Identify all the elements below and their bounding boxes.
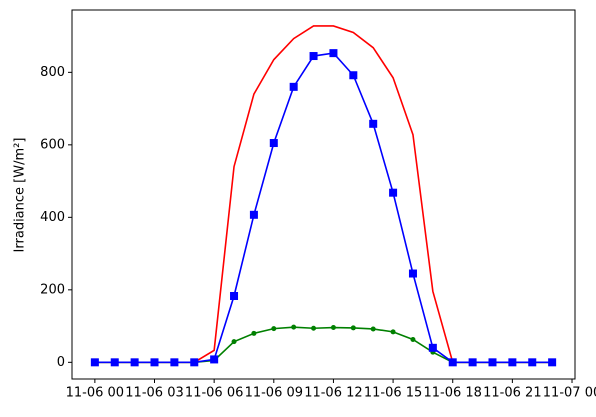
marker (508, 358, 517, 367)
marker (90, 358, 99, 367)
y-axis-label: Irradiance [W/m²] (13, 138, 28, 253)
marker (389, 188, 398, 197)
y-tick-label: 200 (40, 282, 65, 297)
y-tick-label: 400 (40, 210, 65, 225)
marker (249, 210, 258, 219)
marker (311, 325, 317, 331)
x-tick-label: 11-06 18 (424, 386, 482, 401)
marker (291, 324, 297, 330)
marker (231, 339, 237, 345)
x-tick-label: 11-06 21 (483, 386, 541, 401)
x-tick-label: 11-06 15 (364, 386, 422, 401)
marker (269, 139, 278, 148)
x-tick-label: 11-06 06 (185, 386, 243, 401)
marker (410, 336, 416, 342)
marker (150, 358, 159, 367)
marker (330, 325, 336, 331)
plot-frame (71, 9, 576, 380)
x-tick-label: 11-06 12 (304, 386, 362, 401)
marker (390, 329, 396, 335)
marker (190, 358, 199, 367)
marker (428, 343, 437, 352)
marker (448, 358, 457, 367)
marker (350, 325, 356, 331)
marker (408, 269, 417, 278)
marker (210, 355, 219, 364)
marker (251, 330, 257, 336)
marker (548, 358, 557, 367)
marker (170, 358, 179, 367)
marker (130, 358, 139, 367)
marker (271, 326, 277, 332)
y-tick-label: 0 (57, 355, 65, 370)
marker (468, 358, 477, 367)
marker (110, 358, 119, 367)
marker (488, 358, 497, 367)
marker (289, 82, 298, 91)
x-tick-label: 11-07 00 (543, 386, 596, 401)
y-tick-label: 600 (40, 137, 65, 152)
series-line (94, 52, 553, 364)
marker (349, 71, 358, 80)
x-tick-label: 11-06 09 (245, 386, 303, 401)
marker (528, 358, 537, 367)
x-tick-label: 11-06 03 (125, 386, 183, 401)
x-tick-label: 11-06 00 (66, 386, 124, 401)
y-tick-label: 800 (40, 65, 65, 80)
marker (329, 49, 338, 58)
series-line (94, 326, 553, 364)
series-line (94, 25, 553, 364)
marker (309, 52, 318, 61)
marker (370, 326, 376, 332)
marker (369, 119, 378, 128)
marker (230, 291, 239, 300)
